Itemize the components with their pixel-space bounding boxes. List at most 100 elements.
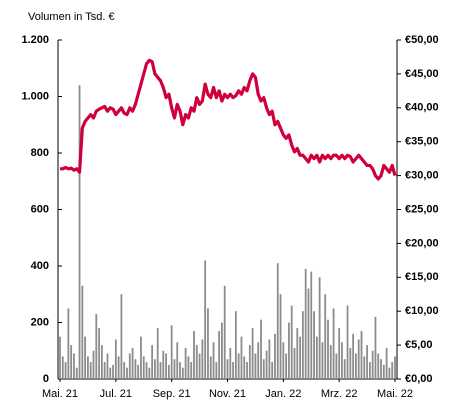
volume-bar xyxy=(282,342,285,379)
volume-bar xyxy=(248,345,251,379)
volume-bar xyxy=(59,336,61,379)
volume-bar xyxy=(131,347,134,379)
volume-bar xyxy=(257,342,260,379)
volume-bar xyxy=(360,330,363,379)
volume-bar xyxy=(232,362,234,379)
volume-bar xyxy=(173,359,176,379)
volume-bar xyxy=(304,268,307,379)
volume-bar xyxy=(212,342,215,379)
y2-tick-label: €25,00 xyxy=(405,203,439,215)
volume-bar xyxy=(293,347,296,379)
volume-bar xyxy=(195,345,198,379)
volume-bar xyxy=(140,336,142,379)
volume-bar xyxy=(170,325,173,379)
volume-bar xyxy=(123,362,126,379)
volume-bar xyxy=(338,328,341,379)
volume-bar xyxy=(307,288,310,379)
volume-bar xyxy=(274,333,276,379)
volume-bar xyxy=(193,330,195,379)
volume-bar xyxy=(70,345,73,379)
volume-bar xyxy=(89,362,92,379)
volume-bar xyxy=(81,285,84,379)
volume-bar xyxy=(190,362,193,379)
volume-bar xyxy=(87,356,89,379)
y-tick-label: 0 xyxy=(43,373,49,385)
volume-bar xyxy=(75,367,78,379)
price-line xyxy=(60,58,397,181)
volume-bar xyxy=(352,333,355,379)
volume-bar xyxy=(357,339,360,379)
volume-bar xyxy=(159,362,162,379)
volume-bar xyxy=(327,319,329,379)
volume-bar xyxy=(380,359,382,379)
volume-bar xyxy=(265,350,268,379)
x-tick-label: Mai. 22 xyxy=(377,388,413,400)
volume-bar xyxy=(332,308,335,379)
x-tick-label: Sep. 21 xyxy=(153,388,191,400)
volume-bar xyxy=(92,350,95,379)
volume-bar xyxy=(234,311,237,379)
volume-bar xyxy=(388,367,391,379)
volume-bar xyxy=(84,336,87,379)
volume-bar xyxy=(240,336,243,379)
volume-bar xyxy=(285,353,288,379)
y-tick-label: 800 xyxy=(31,147,49,159)
volume-bar xyxy=(268,339,271,379)
volume-bar xyxy=(288,322,290,379)
y-tick-label: 1.200 xyxy=(21,34,49,46)
volume-bar xyxy=(109,367,112,379)
volume-bar xyxy=(271,362,274,379)
volume-bar xyxy=(279,294,282,379)
volume-bar xyxy=(313,311,315,379)
volume-bar xyxy=(78,85,81,379)
volume-bar xyxy=(262,359,265,379)
volume-bar xyxy=(103,362,106,379)
volume-bar xyxy=(126,367,128,379)
volume-bar xyxy=(156,328,159,379)
volume-bar xyxy=(329,345,332,379)
volume-bar xyxy=(112,364,114,379)
y2-tick-label: €10,00 xyxy=(405,305,439,317)
volume-bar xyxy=(117,356,120,379)
y-tick-label: 600 xyxy=(31,203,49,215)
volume-bar xyxy=(114,339,117,379)
volume-bar xyxy=(165,353,167,379)
volume-bar xyxy=(106,353,109,379)
volume-bar xyxy=(251,328,254,379)
volume-bar xyxy=(324,294,327,379)
volume-bar xyxy=(187,356,190,379)
volume-bar xyxy=(310,271,313,379)
volume-bar xyxy=(366,345,368,379)
volume-bar xyxy=(215,362,218,379)
volume-bar xyxy=(296,328,299,379)
volume-bar xyxy=(254,353,257,379)
y2-tick-label: €20,00 xyxy=(405,237,439,249)
volume-bar xyxy=(67,308,70,379)
volume-bar xyxy=(148,367,151,379)
y-tick-label: 200 xyxy=(31,316,49,328)
x-tick-label: Nov. 21 xyxy=(209,388,246,400)
volume-bar xyxy=(128,353,131,379)
volume-bar xyxy=(120,294,123,379)
volume-bar xyxy=(341,342,343,379)
volume-bar xyxy=(61,356,64,379)
volume-bar xyxy=(145,362,148,379)
volume-bar xyxy=(290,305,293,379)
volume-bar xyxy=(73,353,75,379)
y2-tick-label: €40,00 xyxy=(405,102,439,114)
y2-tick-label: €50,00 xyxy=(405,34,439,46)
volume-bar xyxy=(223,285,226,379)
volume-bar xyxy=(209,356,212,379)
y2-tick-label: €5,00 xyxy=(405,339,433,351)
volume-bar xyxy=(368,362,371,379)
volume-bar xyxy=(237,353,240,379)
y-tick-label: 1.000 xyxy=(21,90,49,102)
volume-bar xyxy=(355,353,357,379)
volume-bar xyxy=(349,347,352,379)
volume-bar xyxy=(301,311,304,379)
volume-bar xyxy=(371,350,374,379)
volume-bar xyxy=(100,345,103,379)
volume-bar xyxy=(137,364,140,379)
x-tick-label: Jul. 21 xyxy=(100,388,132,400)
